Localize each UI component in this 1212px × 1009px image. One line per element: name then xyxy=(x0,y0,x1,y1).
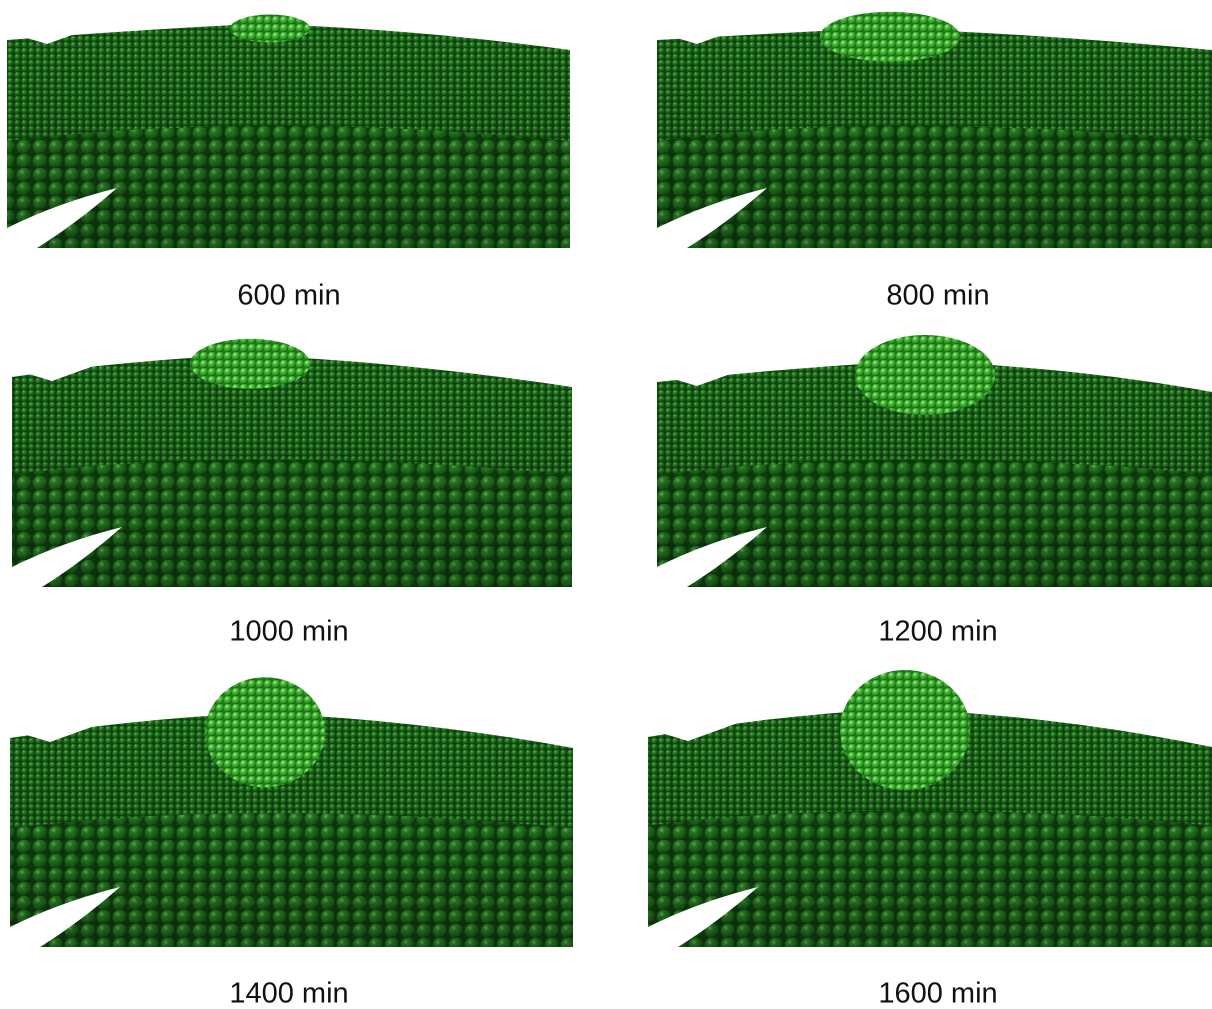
gap xyxy=(12,527,122,587)
shade xyxy=(7,23,570,248)
shade xyxy=(657,361,1212,587)
panel-label: 1400 min xyxy=(229,978,348,1009)
gap xyxy=(657,26,747,44)
render-panel xyxy=(657,11,1212,248)
colony-mound xyxy=(190,338,310,389)
gap xyxy=(648,887,758,947)
panel-label: 600 min xyxy=(237,280,340,312)
colony-mound xyxy=(205,677,325,788)
colony-mound xyxy=(840,670,970,790)
shade xyxy=(657,28,1212,248)
render-panels xyxy=(7,11,1212,947)
shade xyxy=(648,709,1212,947)
shade xyxy=(12,355,572,587)
gap xyxy=(657,368,747,386)
render-panel xyxy=(7,14,570,248)
render-panel xyxy=(657,335,1212,587)
colony-mound xyxy=(230,14,310,43)
panel-label: 1200 min xyxy=(878,616,997,648)
shade xyxy=(10,713,573,947)
render-panel xyxy=(648,670,1212,947)
gap xyxy=(7,188,117,248)
panel-label: 1600 min xyxy=(878,978,997,1009)
panel-label: 800 min xyxy=(886,280,989,312)
gap xyxy=(12,363,102,381)
gap xyxy=(657,188,767,248)
gap xyxy=(10,887,120,947)
gap xyxy=(648,723,738,741)
gap xyxy=(7,26,97,44)
gap xyxy=(10,724,100,742)
render-panel xyxy=(10,677,573,947)
panel-label: 1000 min xyxy=(229,616,348,648)
render-panel xyxy=(12,338,572,587)
colony-mound xyxy=(855,335,995,415)
gap xyxy=(657,527,767,587)
colony-mound xyxy=(820,11,960,62)
